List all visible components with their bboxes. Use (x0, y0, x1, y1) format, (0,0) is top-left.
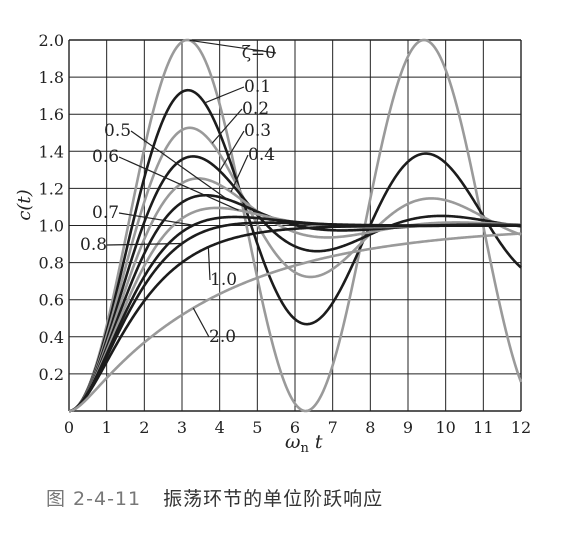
label-leader (230, 154, 249, 193)
label-leader (118, 156, 239, 211)
series-line (68, 177, 522, 413)
x-tick-label: 0 (64, 418, 74, 437)
label-leader (219, 130, 245, 172)
x-tick-label: 10 (435, 418, 455, 437)
curve-labels: ζ=0 0.10.20.3 0.4 0.5 0.6 0.7 0.8 1.0 2.0 (80, 43, 276, 347)
series-line (68, 38, 523, 413)
y-axis-label: c(t) (14, 189, 35, 220)
label-leader (204, 86, 245, 104)
y-tick-label: 1.4 (39, 142, 64, 161)
curve-label: 0.1 (244, 77, 271, 97)
x-tick-label: 8 (365, 418, 375, 437)
label-leader (118, 212, 194, 226)
series-line (68, 155, 522, 413)
x-tick-label: 11 (473, 418, 493, 437)
y-tick-label: 2.0 (39, 31, 64, 50)
y-tick-label: 0.4 (39, 328, 64, 347)
y-tick-label: 0.2 (39, 365, 64, 384)
x-axis-label-omega: ω (285, 431, 301, 453)
label-leader (189, 39, 277, 54)
x-tick-label: 7 (328, 418, 338, 437)
label-leader (207, 247, 211, 281)
label-leader-lines (106, 39, 277, 338)
x-tick-label: 12 (511, 418, 531, 437)
figure-number: 图 2-4-11 (46, 488, 142, 510)
figure-caption-text: 振荡环节的单位阶跃响应 (163, 488, 384, 510)
tick-labels: 0 1 2 3 4 5 6 7 8 9 10 11 120.20.40.60.81.01.21.41.6… (39, 31, 532, 437)
curve-label: 0.2 (242, 99, 269, 119)
x-tick-label: 3 (177, 418, 187, 437)
y-tick-label: 1.2 (39, 179, 64, 198)
figure-caption: 图 2-4-11 振荡环节的单位阶跃响应 (46, 484, 383, 511)
y-tick-label: 1.8 (39, 68, 64, 87)
label-leader (192, 307, 210, 338)
curve-label: 0.8 (80, 235, 107, 255)
x-tick-label: 4 (215, 418, 225, 437)
x-axis-label-sub: n (301, 441, 310, 456)
x-tick-label: 1 (102, 418, 112, 437)
x-tick-label: 6 (290, 418, 300, 437)
series-line (68, 88, 522, 413)
series-line (68, 126, 522, 413)
x-tick-label: 9 (403, 418, 413, 437)
curve-label: 0.6 (92, 147, 119, 167)
label-leader (106, 242, 183, 246)
series-line (68, 232, 522, 413)
curve-label: ζ=0 (242, 43, 276, 63)
x-tick-label: 5 (252, 418, 262, 437)
y-tick-label: 1.0 (39, 217, 64, 236)
x-tick-label: 2 (139, 418, 149, 437)
x-axis-label: ωn t (285, 431, 323, 456)
label-leader (211, 108, 243, 144)
curve-label: 0.5 (104, 121, 131, 141)
x-axis-label-t: t (309, 431, 323, 453)
curve-label: 0.7 (92, 203, 119, 223)
curve-label: 0.4 (248, 145, 275, 165)
curve-label: 0.3 (244, 121, 271, 141)
y-tick-label: 0.6 (39, 291, 64, 310)
label-leader (130, 130, 228, 200)
y-tick-label: 0.8 (39, 254, 64, 273)
y-tick-label: 1.6 (39, 105, 64, 124)
curve-label: 1.0 (210, 270, 237, 290)
series-line (68, 224, 522, 413)
response-curves (68, 38, 523, 413)
curve-label: 2.0 (209, 327, 236, 347)
